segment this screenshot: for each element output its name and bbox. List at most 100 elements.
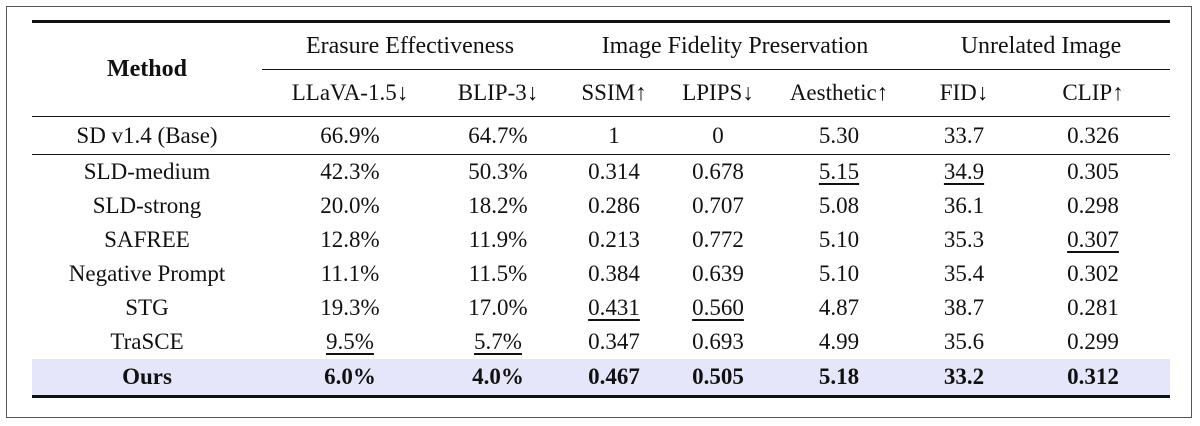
cell-blip3: 64.7% [468,122,528,148]
cell-lpips: 0.505 [670,359,766,397]
cell-fid: 33.2 [912,359,1016,397]
cell-ssim: 0.347 [558,325,670,359]
cell-ssim: 0.384 [558,257,670,291]
cell-value: 0.384 [588,261,640,286]
cell-value: 36.1 [943,193,985,218]
cell-value: 4.99 [818,329,860,354]
row-method: SAFREE [104,227,190,252]
cell-value: 0.312 [1067,364,1119,389]
cell-llava: 19.3% [262,291,438,325]
cell-aesthetic: 4.99 [766,325,912,359]
cell-value: 4.0% [472,364,524,389]
row-method: TraSCE [110,329,184,354]
base-row: SD v1.4 (Base) 66.9% 64.7% 1 0 5.30 33.7… [32,117,1170,155]
figure-frame [6,6,1192,418]
cell-aesthetic: 5.10 [766,223,912,257]
cell-value: 0.505 [692,364,744,389]
cell-value: 0.678 [692,159,744,184]
cell-fid: 35.6 [912,325,1016,359]
column-header-row: LLaVA-1.5↓ BLIP-3↓ SSIM↑ LPIPS↓ Aestheti… [32,70,1170,117]
cell-fid: 35.4 [912,257,1016,291]
cell-value: 0.693 [692,329,744,354]
cell-blip3: 5.7% [438,325,558,359]
col-header-lpips: LPIPS↓ [682,80,754,105]
cell-value: 17.0% [468,295,528,320]
cell-fid: 35.3 [912,223,1016,257]
cell-lpips: 0.639 [670,257,766,291]
cell-value: 50.3% [468,159,528,184]
row-method: SD v1.4 (Base) [76,122,218,148]
group-erasure-effectiveness: Erasure Effectiveness [262,21,558,70]
cell-clip: 0.298 [1016,189,1170,223]
cell-ssim: 1 [608,122,620,148]
cell-value: 33.2 [943,364,985,389]
cell-lpips: 0.678 [670,155,766,190]
row-method: SLD-strong [92,193,202,218]
table-row: SLD-strong 20.0% 18.2% 0.286 0.707 5.08 36.1 0.… [32,189,1170,223]
cell-aesthetic: 5.15 [766,155,912,190]
group-header-row: Method Erasure Effectiveness Image Fidel… [32,21,1170,117]
cell-llava: 66.9% [320,122,380,148]
cell-ssim: 0.314 [558,155,670,190]
cell-clip: 0.302 [1016,257,1170,291]
cell-clip: 0.326 [1067,122,1119,148]
cell-lpips: 0.560 [670,291,766,325]
cell-value: 11.1% [320,261,380,286]
cell-value: 0.298 [1067,193,1119,218]
cell-value: 0.707 [692,193,744,218]
cell-aesthetic: 5.08 [766,189,912,223]
table-row: STG 19.3% 17.0% 0.431 0.560 4.87 38.7 0.281 [32,291,1170,325]
cell-blip3: 11.9% [438,223,558,257]
cell-clip: 0.305 [1016,155,1170,190]
method-header: Method [32,21,262,117]
cell-ssim: 0.213 [558,223,670,257]
cell-blip3: 11.5% [438,257,558,291]
cell-lpips: 0.707 [670,189,766,223]
cell-value: 0.305 [1067,159,1119,184]
cell-value: 11.9% [468,227,528,252]
col-header-blip3: BLIP-3↓ [457,80,539,105]
cell-aesthetic: 4.87 [766,291,912,325]
cell-value: 20.0% [320,193,380,218]
group-image-fidelity: Image Fidelity Preservation [558,21,912,70]
col-header-ssim: SSIM↑ [581,80,647,105]
results-table: Method Erasure Effectiveness Image Fidel… [32,20,1170,398]
cell-value: 34.9 [943,159,985,184]
cell-value: 0.299 [1067,329,1119,354]
cell-blip3: 4.0% [438,359,558,397]
cell-value: 5.08 [818,193,860,218]
cell-value: 19.3% [320,295,380,320]
col-header-fid: FID↓ [939,80,989,105]
cell-value: 38.7 [943,295,985,320]
cell-value: 0.307 [1067,227,1119,252]
cell-ssim: 0.286 [558,189,670,223]
cell-value: 42.3% [320,159,380,184]
cell-clip: 0.307 [1016,223,1170,257]
cell-ssim: 0.431 [558,291,670,325]
col-header-clip: CLIP↑ [1062,80,1124,105]
cell-value: 0.213 [588,227,640,252]
cell-llava: 12.8% [262,223,438,257]
cell-value: 0.281 [1067,295,1119,320]
cell-value: 0.467 [588,364,640,389]
cell-llava: 42.3% [262,155,438,190]
cell-value: 0.314 [588,159,640,184]
cell-clip: 0.281 [1016,291,1170,325]
cell-llava: 6.0% [262,359,438,397]
cell-llava: 11.1% [262,257,438,291]
table-row: TraSCE 9.5% 5.7% 0.347 0.693 4.99 35.6 0.299 [32,325,1170,359]
group-unrelated-image: Unrelated Image [912,21,1170,70]
row-method: STG [125,295,169,320]
cell-value: 0.772 [692,227,744,252]
cell-value: 35.6 [943,329,985,354]
cell-value: 9.5% [326,329,374,354]
cell-aesthetic: 5.10 [766,257,912,291]
cell-lpips: 0.772 [670,223,766,257]
cell-fid: 34.9 [912,155,1016,190]
cell-value: 5.10 [818,261,860,286]
cell-fid: 36.1 [912,189,1016,223]
cell-value: 0.302 [1067,261,1119,286]
table-row: SAFREE 12.8% 11.9% 0.213 0.772 5.10 35.3 0.307 [32,223,1170,257]
cell-aesthetic: 5.30 [818,122,860,148]
cell-value: 0.639 [692,261,744,286]
